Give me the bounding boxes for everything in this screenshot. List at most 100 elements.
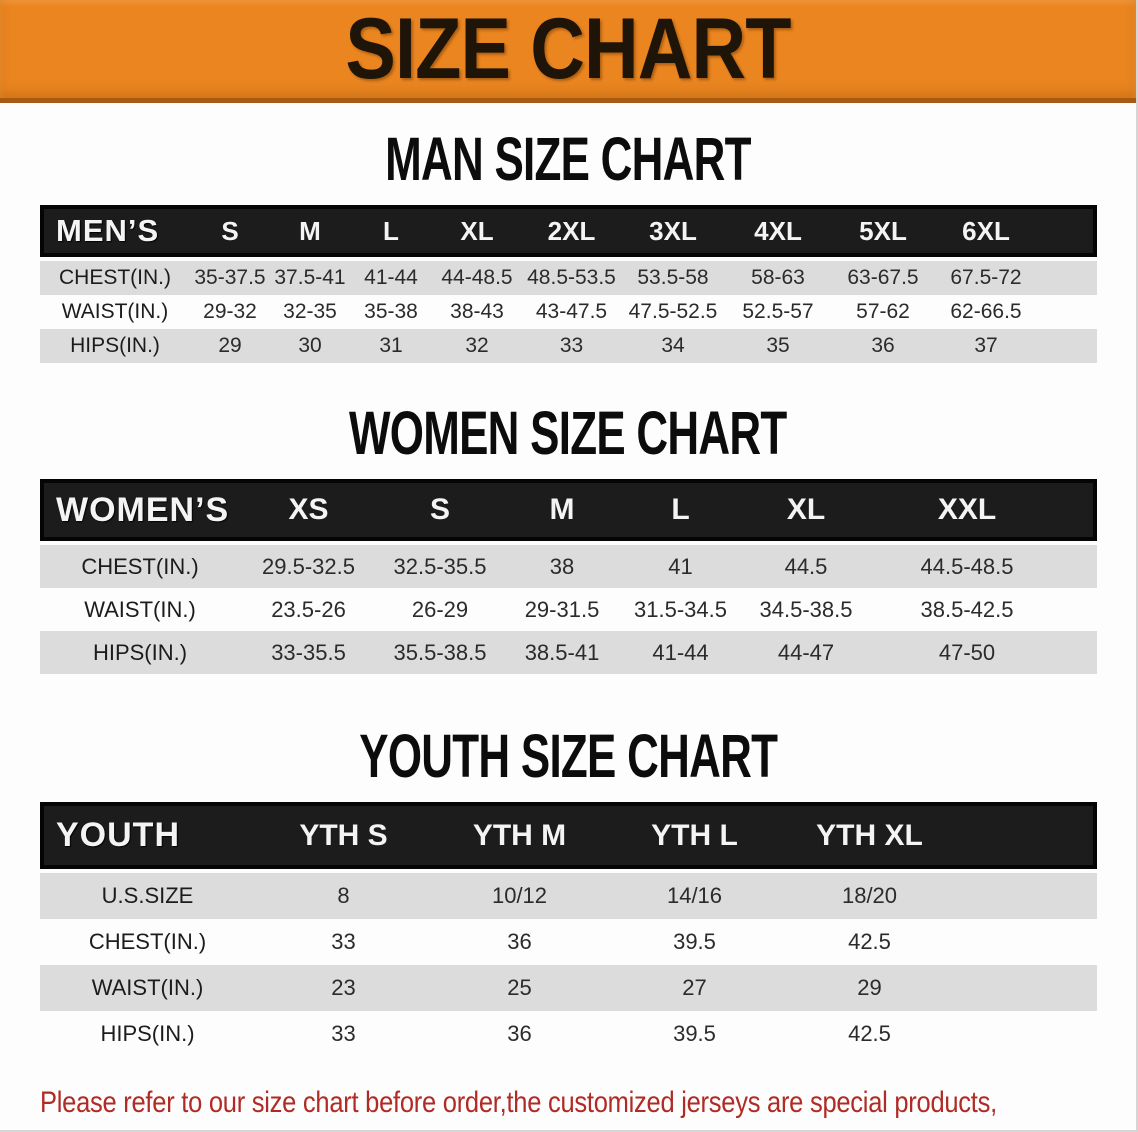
womens-section-title: WOMEN SIZE CHART xyxy=(349,399,787,467)
value-cell: 38 xyxy=(503,541,621,588)
value-cell: 38-43 xyxy=(432,295,522,329)
data-row-hipsin: HIPS(IN.) 33 36 39.5 42.5 xyxy=(40,1011,1097,1057)
header-cell-m: M xyxy=(503,479,621,541)
youth-section-title: YOUTH SIZE CHART xyxy=(359,722,778,790)
value-cell: 29-31.5 xyxy=(503,588,621,631)
header-cell-xl: 5XL xyxy=(831,205,935,257)
banner-title: SIZE CHART xyxy=(345,1,791,97)
header-filler-cell xyxy=(1062,479,1097,541)
header-group-label: WOMEN’S xyxy=(40,479,240,541)
value-cell: 31.5-34.5 xyxy=(621,588,740,631)
value-cell: 38.5-42.5 xyxy=(872,588,1062,631)
value-cell: 67.5-72 xyxy=(935,257,1037,295)
data-row-waistin: WAIST(IN.) 23.5-26 26-29 29-31.5 31.5-34.5 34… xyxy=(40,588,1097,631)
data-row-waistin: WAIST(IN.) 29-32 32-35 35-38 38-43 43-47.5 47.… xyxy=(40,295,1097,329)
header-row: WOMEN’S XS S M L XL XXL xyxy=(40,479,1097,541)
mens-size-table: MEN’S S M L XL 2XL 3XL 4XL 5XL 6XL CHEST(IN.) 35-37… xyxy=(40,205,1097,363)
header-cell-l: L xyxy=(350,205,432,257)
value-cell: 35.5-38.5 xyxy=(377,631,503,674)
header-cell-xl: 3XL xyxy=(621,205,725,257)
row-label: U.S.SIZE xyxy=(40,869,255,919)
header-row: MEN’S S M L XL 2XL 3XL 4XL 5XL 6XL xyxy=(40,205,1097,257)
value-cell: 44.5 xyxy=(740,541,872,588)
value-cell: 41 xyxy=(621,541,740,588)
value-cell: 39.5 xyxy=(607,919,782,965)
disclaimer: Please refer to our size chart before or… xyxy=(40,1079,1136,1130)
header-cell-xl: XL xyxy=(432,205,522,257)
value-cell: 23 xyxy=(255,965,432,1011)
header-row: YOUTH YTH S YTH M YTH L YTH XL xyxy=(40,802,1097,869)
value-cell: 52.5-57 xyxy=(725,295,831,329)
row-filler-cell xyxy=(957,919,1097,965)
value-cell: 31 xyxy=(350,329,432,363)
row-label: WAIST(IN.) xyxy=(40,965,255,1011)
value-cell: 26-29 xyxy=(377,588,503,631)
value-cell: 38.5-41 xyxy=(503,631,621,674)
data-row-hipsin: HIPS(IN.) 29 30 31 32 33 34 35 36 37 xyxy=(40,329,1097,363)
header-filler-cell xyxy=(957,802,1097,869)
value-cell: 29 xyxy=(782,965,957,1011)
row-label: WAIST(IN.) xyxy=(40,295,190,329)
header-cell-s: S xyxy=(377,479,503,541)
row-filler-cell xyxy=(1062,588,1097,631)
value-cell: 42.5 xyxy=(782,919,957,965)
value-cell: 23.5-26 xyxy=(240,588,377,631)
row-label: CHEST(IN.) xyxy=(40,257,190,295)
value-cell: 53.5-58 xyxy=(621,257,725,295)
value-cell: 57-62 xyxy=(831,295,935,329)
data-row-chestin: CHEST(IN.) 35-37.5 37.5-41 41-44 44-48.5 48.5… xyxy=(40,257,1097,295)
row-filler-cell xyxy=(1037,329,1097,363)
value-cell: 44.5-48.5 xyxy=(872,541,1062,588)
value-cell: 29-32 xyxy=(190,295,270,329)
header-cell-ythxl: YTH XL xyxy=(782,802,957,869)
row-label: HIPS(IN.) xyxy=(40,329,190,363)
header-group-label: MEN’S xyxy=(40,205,190,257)
value-cell: 8 xyxy=(255,869,432,919)
value-cell: 37.5-41 xyxy=(270,257,350,295)
value-cell: 14/16 xyxy=(607,869,782,919)
size-chart-banner: SIZE CHART xyxy=(0,0,1136,103)
value-cell: 58-63 xyxy=(725,257,831,295)
value-cell: 35-38 xyxy=(350,295,432,329)
value-cell: 36 xyxy=(432,919,607,965)
mens-section-title: MAN SIZE CHART xyxy=(385,125,751,193)
value-cell: 34 xyxy=(621,329,725,363)
header-cell-s: S xyxy=(190,205,270,257)
header-cell-l: L xyxy=(621,479,740,541)
row-filler-cell xyxy=(1037,257,1097,295)
youth-size-table: YOUTH YTH S YTH M YTH L YTH XL U.S.SIZE 8 10/12… xyxy=(40,802,1097,1057)
value-cell: 33 xyxy=(255,1011,432,1057)
header-cell-xl: 4XL xyxy=(725,205,831,257)
value-cell: 37 xyxy=(935,329,1037,363)
value-cell: 36 xyxy=(432,1011,607,1057)
row-label: WAIST(IN.) xyxy=(40,588,240,631)
value-cell: 63-67.5 xyxy=(831,257,935,295)
row-label: CHEST(IN.) xyxy=(40,541,240,588)
value-cell: 30 xyxy=(270,329,350,363)
data-row-ussize: U.S.SIZE 8 10/12 14/16 18/20 xyxy=(40,869,1097,919)
header-cell-xl: XL xyxy=(740,479,872,541)
value-cell: 41-44 xyxy=(621,631,740,674)
disclaimer-line-1: Please refer to our size chart before or… xyxy=(40,1086,997,1119)
value-cell: 39.5 xyxy=(607,1011,782,1057)
header-cell-xl: 2XL xyxy=(522,205,621,257)
value-cell: 18/20 xyxy=(782,869,957,919)
header-cell-m: M xyxy=(270,205,350,257)
row-label: HIPS(IN.) xyxy=(40,1011,255,1057)
value-cell: 25 xyxy=(432,965,607,1011)
header-filler-cell xyxy=(1037,205,1097,257)
value-cell: 10/12 xyxy=(432,869,607,919)
header-cell-yths: YTH S xyxy=(255,802,432,869)
header-group-label: YOUTH xyxy=(40,802,255,869)
value-cell: 41-44 xyxy=(350,257,432,295)
value-cell: 35 xyxy=(725,329,831,363)
header-cell-ythl: YTH L xyxy=(607,802,782,869)
value-cell: 32-35 xyxy=(270,295,350,329)
row-filler-cell xyxy=(957,1011,1097,1057)
womens-size-table: WOMEN’S XS S M L XL XXL CHEST(IN.) 29.5-32.5 32.5… xyxy=(40,479,1097,674)
header-cell-xxl: XXL xyxy=(872,479,1062,541)
row-filler-cell xyxy=(1062,541,1097,588)
data-row-waistin: WAIST(IN.) 23 25 27 29 xyxy=(40,965,1097,1011)
value-cell: 48.5-53.5 xyxy=(522,257,621,295)
